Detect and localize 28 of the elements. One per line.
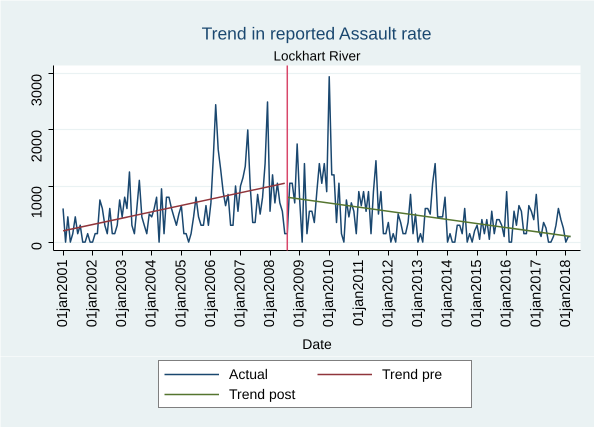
- x-tick-label: 01jan2003: [114, 259, 130, 328]
- y-tick-label: 2000: [30, 130, 46, 162]
- chart-subtitle: Lockhart River: [273, 48, 362, 64]
- x-tick-label: 01jan2008: [262, 259, 278, 328]
- x-tick-label: 01jan2002: [84, 259, 101, 328]
- x-tick-label: 01jan2015: [469, 259, 486, 328]
- x-tick-label: 01jan2011: [350, 259, 367, 326]
- y-tick-label: 1000: [30, 186, 46, 218]
- x-tick-label: 01jan2001: [55, 259, 72, 328]
- x-tick-label: 01jan2009: [292, 259, 308, 328]
- x-tick-label: 01jan2017: [528, 259, 544, 328]
- y-tick-label: 0: [30, 242, 46, 250]
- legend-label: Trend pre: [382, 366, 444, 382]
- x-tick-label: 01jan2005: [173, 259, 190, 328]
- y-tick-label: 3000: [30, 74, 46, 106]
- chart-title: Trend in reported Assault rate: [202, 24, 432, 44]
- x-tick-label: 01jan2007: [232, 259, 248, 328]
- x-tick-label: 01jan2013: [410, 259, 426, 328]
- legend-label: Actual: [229, 366, 269, 382]
- x-axis-title: Date: [302, 336, 332, 352]
- x-tick-label: 01jan2014: [440, 259, 456, 328]
- x-tick-label: 01jan2016: [498, 259, 515, 328]
- legend-label: Trend post: [229, 386, 296, 402]
- x-tick-label: 01jan2010: [321, 259, 338, 328]
- x-tick-label: 01jan2012: [380, 259, 396, 328]
- x-tick-label: 01jan2006: [202, 259, 219, 328]
- x-tick-label: 01jan2004: [144, 259, 160, 328]
- x-tick-label: 01jan2018: [558, 259, 574, 328]
